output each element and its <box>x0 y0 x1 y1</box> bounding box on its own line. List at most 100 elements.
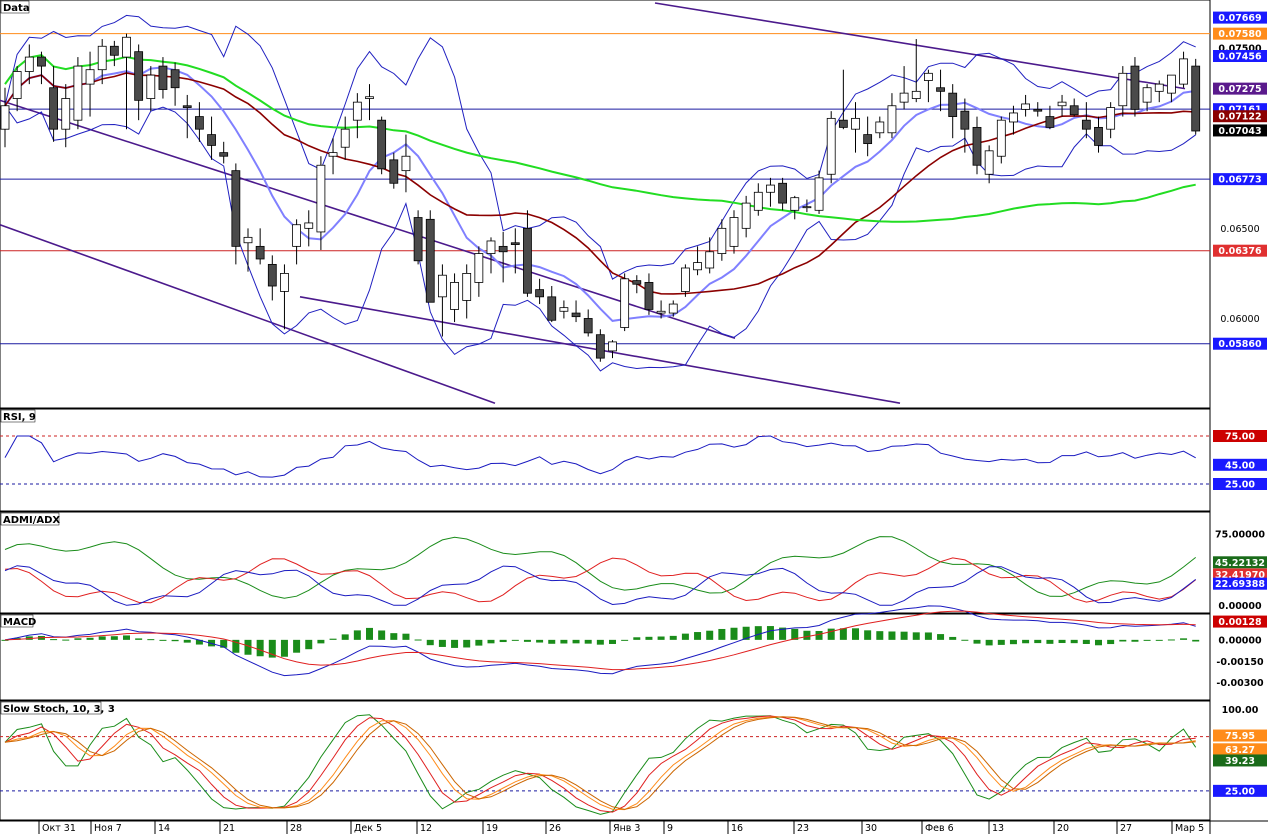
axis-tag-label: 0.07122 <box>1218 112 1261 123</box>
macd-histogram-bar <box>1180 638 1188 640</box>
macd-histogram-bar <box>280 639 288 657</box>
macd-histogram-bar <box>183 639 191 643</box>
macd-histogram-bar <box>1107 639 1115 645</box>
macd-histogram-bar <box>560 639 568 644</box>
macd-histogram-bar <box>730 627 738 640</box>
rsi-tag: 45.00 <box>1213 458 1267 471</box>
price-tag: 0.07275 <box>1213 82 1267 95</box>
candle <box>255 245 265 260</box>
candle <box>693 262 702 271</box>
macd-histogram-bar <box>62 639 70 641</box>
macd-histogram-bar <box>536 639 544 643</box>
macd-histogram-bar <box>888 631 896 640</box>
macd-histogram-bar <box>584 639 592 644</box>
candle <box>911 90 921 99</box>
candle <box>1106 107 1116 130</box>
macd-histogram-bar <box>366 627 373 640</box>
candle <box>523 227 532 294</box>
macd-histogram-bar <box>1058 639 1066 644</box>
candle <box>948 92 958 117</box>
candle <box>498 245 508 253</box>
macd-histogram-bar <box>98 636 106 640</box>
axis-tag-label: -0.00150 <box>1216 657 1264 668</box>
svg-text:RSI, 9: RSI, 9 <box>3 412 36 423</box>
candle <box>729 217 739 247</box>
candle <box>134 51 144 101</box>
candle <box>267 263 277 287</box>
macd-histogram-bar <box>523 639 531 642</box>
x-axis-label: 13 <box>992 823 1004 834</box>
candle <box>49 87 58 130</box>
macd-histogram-bar <box>463 639 471 648</box>
price-tag: 0.07669 <box>1213 11 1267 24</box>
macd-histogram-bar <box>390 633 398 640</box>
candle <box>766 184 775 193</box>
candle <box>583 318 593 334</box>
macd-histogram-bar <box>378 630 386 640</box>
price-tag: 0.07043 <box>1213 124 1267 137</box>
macd-histogram-bar <box>1046 639 1054 644</box>
macd-histogram-bar <box>997 639 1005 645</box>
macd-histogram-bar <box>220 639 228 648</box>
candle <box>571 312 581 318</box>
macd-tag: -0.00300 <box>1213 676 1267 689</box>
stoch-line <box>4 716 1196 811</box>
axis-tag-label: 45.00 <box>1225 460 1255 471</box>
svg-text:MACD: MACD <box>3 617 36 628</box>
candle <box>778 182 787 204</box>
axis-tag-bg <box>1213 173 1267 186</box>
axis-tag-label: 0.07275 <box>1218 84 1261 95</box>
macd-histogram-bar <box>256 639 264 657</box>
axis-tag-label: 75.95 <box>1225 731 1255 742</box>
axis-tag-bg <box>1213 337 1267 350</box>
macd-histogram-bar <box>232 639 240 653</box>
macd-histogram-bar <box>912 632 920 640</box>
macd-histogram-bar <box>1192 639 1200 642</box>
candle <box>24 56 34 72</box>
macd-pane-title: MACD <box>0 614 36 628</box>
macd-histogram-bar <box>135 638 143 640</box>
rsi-tag: 25.00 <box>1213 478 1267 491</box>
macd-histogram-bar <box>1119 639 1127 642</box>
price-tag: 0.06376 <box>1213 244 1267 257</box>
axis-tag-bg <box>1213 655 1267 668</box>
macd-histogram-bar <box>402 633 410 640</box>
resistance-line <box>654 2 1186 90</box>
axis-tag-label: 0.07500 <box>1218 44 1262 55</box>
x-axis-label: 19 <box>486 823 498 834</box>
stoch-line <box>4 716 1196 810</box>
axis-tag-label: 0.07669 <box>1218 13 1261 24</box>
candle <box>377 119 387 170</box>
x-axis-label: Мар 5 <box>1175 823 1204 834</box>
macd-histogram-bar <box>973 639 981 644</box>
candle <box>1057 101 1067 107</box>
candle <box>1021 103 1030 110</box>
candle <box>425 218 435 303</box>
candle <box>0 105 10 130</box>
candle <box>231 170 241 247</box>
macd-signal-line <box>4 610 1196 671</box>
moving-average-fast <box>4 66 1196 322</box>
admi-tag: 32.41970 <box>1213 568 1267 581</box>
macd-histogram-bar <box>876 631 884 640</box>
macd-histogram-bar <box>426 639 434 646</box>
price-pane <box>0 0 1211 409</box>
candle <box>486 240 496 254</box>
price-tag: 0.07122 <box>1213 110 1267 123</box>
candle <box>620 278 630 328</box>
macd-histogram-bar <box>147 639 155 641</box>
x-axis-label: 30 <box>865 823 877 834</box>
candle <box>97 45 107 71</box>
x-axis-label: 16 <box>731 823 743 834</box>
macd-histogram-bar <box>924 632 932 640</box>
candle <box>109 45 119 56</box>
stoch-line <box>4 714 1197 815</box>
macd-histogram-bar <box>438 639 446 647</box>
axis-tag-bg <box>1213 754 1267 767</box>
rsi-tag: 75.00 <box>1213 430 1267 443</box>
macd-histogram-bar <box>754 626 762 640</box>
candle <box>875 121 885 134</box>
x-axis-label: Ноя 7 <box>94 823 122 834</box>
candle <box>170 69 180 89</box>
admi-pane-title: ADMI/ADX <box>0 512 60 526</box>
